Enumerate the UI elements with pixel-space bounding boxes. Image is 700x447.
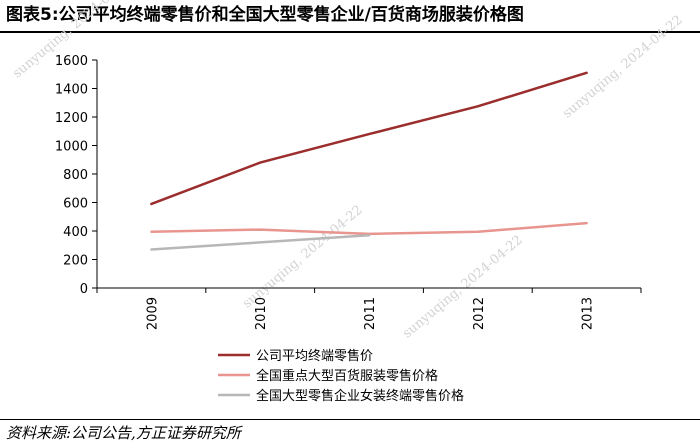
y-tick-label: 400 — [63, 225, 88, 240]
series-line-2 — [150, 221, 588, 236]
series-line-3 — [150, 234, 371, 251]
x-tick-label: 2012 — [472, 297, 487, 330]
y-tick-label: 1600 — [55, 54, 88, 69]
y-tick-label: 800 — [63, 168, 88, 183]
legend-label-3: 全国大型零售企业女装终端零售价格 — [256, 388, 464, 404]
source-note: 资料来源:公司公告,方正证券研究所 — [6, 424, 241, 442]
chart-title: 图表5:公司平均终端零售价和全国大型零售企业/百货商场服装价格图 — [6, 5, 524, 25]
legend-label-1: 公司平均终端零售价 — [256, 348, 373, 364]
y-tick-label: 1200 — [55, 111, 88, 126]
legend-label-2: 全国重点大型百货服装零售价格 — [256, 368, 438, 384]
line-chart: 0 200 400 600 800 1000 1200 1400 1600 2009 2010 201… — [55, 54, 642, 404]
series-line-1 — [150, 71, 588, 206]
footer-divider — [0, 419, 700, 420]
chart-series — [150, 71, 588, 251]
x-tick-label: 2013 — [581, 297, 596, 330]
y-tick-label: 200 — [63, 254, 88, 269]
y-tick-label: 0 — [80, 282, 88, 297]
y-tick-label: 1000 — [55, 140, 88, 155]
y-tick-label: 1400 — [55, 83, 88, 98]
x-tick-label: 2011 — [363, 297, 378, 330]
y-tick-label: 600 — [63, 197, 88, 212]
x-tick-label: 2009 — [145, 297, 160, 330]
title-divider — [0, 31, 700, 33]
x-tick-label: 2010 — [254, 297, 269, 330]
chart-axes: 0 200 400 600 800 1000 1200 1400 1600 2009 2010 201… — [55, 54, 642, 330]
